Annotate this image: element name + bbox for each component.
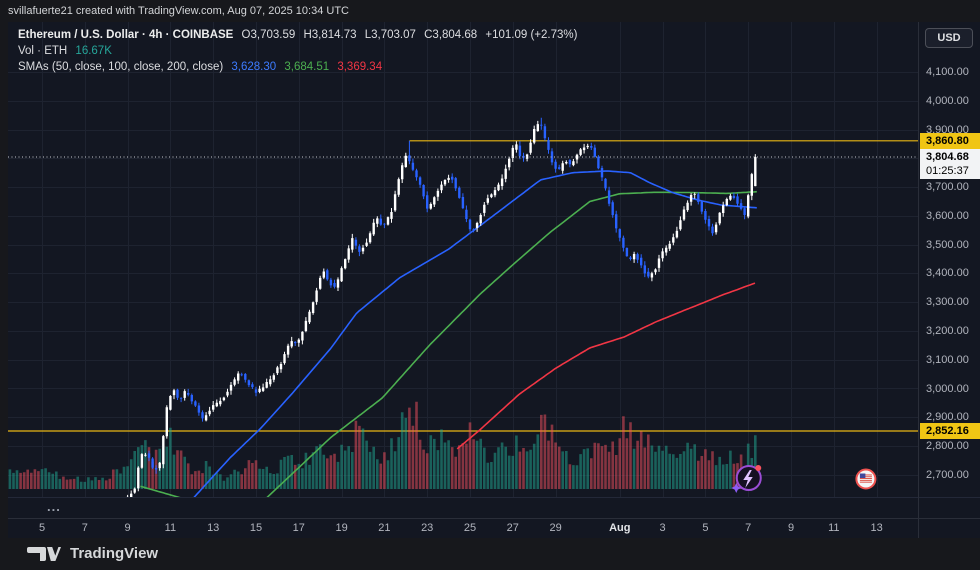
volume-value: 16.67K bbox=[75, 45, 112, 57]
time-tick-label: 5 bbox=[38, 522, 46, 534]
legend-sma-row: SMAs (50, close, 100, close, 200, close)… bbox=[18, 59, 577, 75]
time-axis[interactable]: 5 7 9 11 13 15 17 19 21 23 25 27 29 Aug 3 5 7 9 11 13 bbox=[8, 518, 980, 538]
last-price-badge: 3,804.68 01:25:37 bbox=[920, 149, 980, 180]
price-axis[interactable]: USD 3,860.80 3,804.68 01:25:37 2,852.16 … bbox=[918, 22, 980, 538]
time-tick-label: 11 bbox=[164, 522, 177, 534]
tradingview-logo-icon[interactable] bbox=[27, 547, 61, 562]
candle-wicks-down bbox=[148, 117, 746, 474]
time-tick-label: 9 bbox=[787, 522, 795, 534]
price-level-badge-high: 3,860.80 bbox=[920, 132, 980, 149]
pane-divider[interactable] bbox=[8, 497, 980, 498]
legend-volume-row: Vol · ETH 16.67K bbox=[18, 43, 577, 59]
time-tick-label: 9 bbox=[124, 522, 131, 534]
grid-lines bbox=[8, 22, 918, 497]
sma-label: SMAs (50, close, 100, close, 200, close) bbox=[18, 61, 224, 73]
price-tick-label: 3,600.00 bbox=[926, 209, 969, 222]
price-tick-label: 3,500.00 bbox=[926, 238, 969, 251]
symbol-title[interactable]: Ethereum / U.S. Dollar · 4h · COINBASE bbox=[18, 29, 234, 41]
sma-50-line[interactable] bbox=[192, 170, 757, 497]
candle-wicks-up bbox=[127, 120, 756, 497]
attribution-text: svillafuerte21 created with TradingView.… bbox=[8, 5, 349, 17]
time-tick-label: 11 bbox=[828, 522, 840, 534]
price-tick-label: 3,000.00 bbox=[926, 382, 969, 395]
time-tick-label: 5 bbox=[702, 522, 709, 534]
ohlc-low: L3,703.07 bbox=[364, 29, 416, 41]
price-tick-label: 4,100.00 bbox=[926, 66, 969, 78]
price-tick-label: 2,900.00 bbox=[926, 411, 969, 424]
chart-container: Ethereum / U.S. Dollar · 4h · COINBASE O… bbox=[8, 22, 980, 538]
price-tick-label: 3,900.00 bbox=[926, 123, 969, 136]
time-tick-label: 23 bbox=[421, 522, 434, 534]
price-tick-label: 2,800.00 bbox=[926, 440, 969, 452]
time-tick-label: 21 bbox=[378, 522, 391, 534]
price-tick-label: 3,400.00 bbox=[926, 267, 969, 280]
currency-toggle-button[interactable]: USD bbox=[925, 28, 973, 48]
price-tick-label: 2,700.00 bbox=[926, 468, 969, 481]
sma-100-line[interactable] bbox=[140, 190, 757, 497]
time-tick-label: 15 bbox=[249, 522, 263, 534]
time-tick-label: Aug bbox=[609, 522, 631, 534]
price-tick-label: 3,700.00 bbox=[926, 181, 969, 194]
ohlc-change: +101.09 (+2.73%) bbox=[485, 29, 578, 41]
time-tick-label: 13 bbox=[207, 522, 220, 534]
bar-countdown: 01:25:37 bbox=[926, 165, 969, 178]
crypto-event-icon[interactable] bbox=[731, 465, 762, 493]
price-level-badge-low: 2,852.16 bbox=[920, 423, 980, 439]
us-economic-event-icon[interactable] bbox=[855, 468, 877, 490]
time-tick-label: 27 bbox=[506, 522, 519, 534]
time-tick-label: 3 bbox=[659, 522, 666, 534]
footer-bar: TradingView bbox=[0, 538, 980, 570]
sma200-value: 3,369.34 bbox=[337, 61, 383, 73]
candlestick-plot[interactable] bbox=[8, 22, 918, 497]
legend-symbol-row: Ethereum / U.S. Dollar · 4h · COINBASE O… bbox=[18, 27, 577, 43]
volume-label: Vol · ETH bbox=[18, 45, 68, 57]
chart-legend: Ethereum / U.S. Dollar · 4h · COINBASE O… bbox=[18, 27, 577, 75]
sma50-value: 3,628.30 bbox=[231, 61, 277, 73]
time-tick-label: 7 bbox=[81, 522, 88, 534]
pane-more-button[interactable]: ... bbox=[47, 499, 61, 514]
price-tick-label: 3,200.00 bbox=[926, 324, 969, 337]
price-tick-label: 3,100.00 bbox=[926, 353, 969, 366]
time-tick-label: 7 bbox=[745, 522, 752, 534]
ohlc-open: O3,703.59 bbox=[241, 29, 296, 41]
time-tick-label: 19 bbox=[335, 522, 348, 534]
sma100-value: 3,684.51 bbox=[284, 61, 330, 73]
price-tick-label: 4,000.00 bbox=[926, 94, 969, 107]
ohlc-high: H3,814.73 bbox=[303, 29, 357, 41]
last-price-value: 3,804.68 bbox=[926, 151, 969, 164]
sma-200-line[interactable] bbox=[456, 282, 756, 450]
time-tick-label: 29 bbox=[549, 522, 562, 534]
time-tick-label: 17 bbox=[292, 522, 305, 534]
time-tick-label: 25 bbox=[463, 522, 477, 534]
attribution-bar: svillafuerte21 created with TradingView.… bbox=[0, 0, 980, 22]
tradingview-wordmark[interactable]: TradingView bbox=[70, 545, 159, 562]
ohlc-close: C3,804.68 bbox=[424, 29, 478, 41]
time-tick-label: 13 bbox=[870, 522, 883, 534]
price-tick-label: 3,300.00 bbox=[926, 296, 969, 309]
